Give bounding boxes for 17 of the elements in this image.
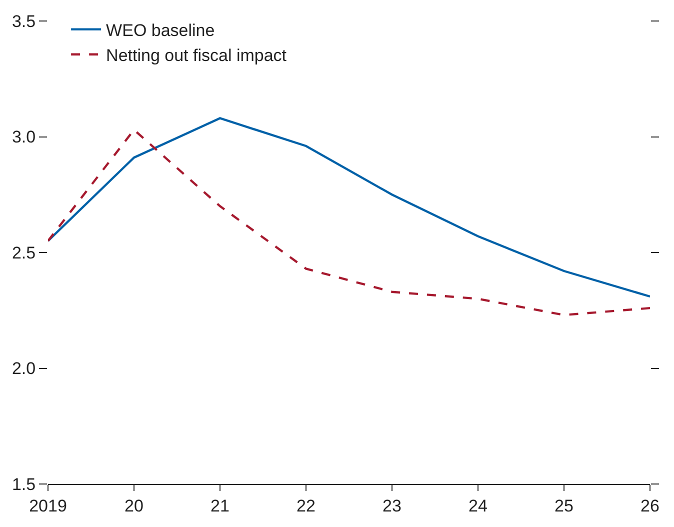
y-tick-label: 3.5 bbox=[12, 12, 36, 31]
legend-label: WEO baseline bbox=[106, 20, 215, 40]
x-tick-label: 23 bbox=[382, 496, 402, 516]
y-tick-label: 2.5 bbox=[12, 243, 36, 262]
line-series bbox=[48, 128, 650, 316]
x-tick-label: 24 bbox=[468, 496, 488, 516]
y-tick-label: 3.0 bbox=[12, 128, 36, 147]
y-tick-label: 1.5 bbox=[12, 474, 36, 494]
x-tick-label: 20 bbox=[124, 496, 144, 516]
x-tick-label: 25 bbox=[554, 496, 574, 516]
y-tick-label: 2.0 bbox=[12, 359, 36, 378]
x-tick-label: 21 bbox=[210, 496, 230, 516]
legend-label: Netting out fiscal impact bbox=[106, 46, 287, 66]
x-tick-label: 26 bbox=[640, 496, 660, 516]
x-tick-label: 22 bbox=[296, 496, 316, 516]
x-tick-label: 2019 bbox=[29, 496, 67, 516]
line-series bbox=[48, 117, 650, 298]
